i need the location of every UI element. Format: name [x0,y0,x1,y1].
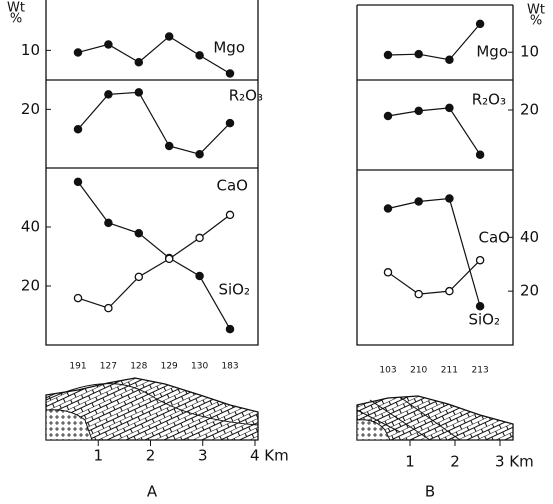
data-point [73,177,83,187]
series-line [387,107,481,156]
data-point [225,210,235,220]
data-point [104,40,113,49]
data-point [225,69,235,78]
y-tick-label: 10 [520,43,539,61]
series-label: CaO [217,177,248,195]
x-tick-label: 210 [410,366,427,376]
data-point [134,88,144,97]
data-point [73,293,83,303]
data-point [383,111,393,121]
data-point [475,255,485,265]
y-tick-label: 20 [520,282,539,300]
x-tick-label: 129 [161,362,178,372]
series-label: R₂O₃ [472,91,506,109]
data-point [134,272,144,282]
data-point [164,32,174,41]
x-tick-label: 127 [100,362,117,372]
data-point [383,50,393,60]
frames [45,0,514,346]
data-point [164,141,174,151]
x-tick-label: 3 [198,447,208,465]
data-point [445,103,454,113]
data-point [414,197,423,206]
data-point [104,90,113,99]
unit-label: % [530,14,542,29]
series-label: Mgo [213,39,245,57]
data-point [475,301,485,311]
x-tick-label: 213 [472,366,489,376]
y-tick-label: 20 [21,277,40,295]
data-point [445,55,454,64]
x-tick-label: 1 [93,447,103,465]
data-point [195,233,204,243]
series-line [77,35,231,74]
data-point [225,324,235,334]
data-point [104,303,113,313]
panel-label: A [147,483,158,501]
series-line [77,214,231,309]
y-tick-label: 20 [21,100,40,118]
x-tick-label: 3 Km [495,453,534,471]
x-tick-label: 191 [69,362,86,372]
cross-section-b [356,395,514,441]
x-tick-label: 103 [379,366,396,376]
panel-label: B [425,483,435,501]
data-point [195,271,204,281]
series-label: SiO₂ [218,281,250,299]
data-point [104,218,113,228]
x-tick-label: 2 [146,447,156,465]
unit-label: Wt [527,3,545,18]
data-point [195,51,204,60]
series-line [387,259,481,295]
data-point [134,228,144,238]
y-tick-label: 40 [21,218,40,236]
data-point [475,150,485,159]
x-tick-label: 1 [405,453,415,471]
data-point [73,48,83,57]
data-point [414,49,423,59]
x-tick-label: 130 [191,362,208,372]
data-point [164,254,174,264]
unit-label: Wt [7,1,25,16]
x-tick-label: 2 [450,453,460,471]
unit-label: % [10,12,22,27]
x-tick-label: 4 Km [250,447,289,465]
series-label: SiO₂ [468,311,500,329]
data-point [225,118,235,128]
y-tick-label: 20 [520,101,539,119]
series-label: CaO [479,229,510,247]
data-point [383,204,393,213]
series-label: Mgo [476,43,508,61]
x-tick-label: 128 [130,362,147,372]
x-tick-label: 183 [221,362,238,372]
data-point [414,106,423,116]
data-point [195,149,204,159]
y-tick-label: 10 [21,41,40,59]
data-point [134,57,144,67]
data-point [73,125,83,134]
x-tick-label: 211 [441,366,458,376]
data-point [445,286,454,296]
series-line [77,181,231,330]
data-point [445,194,454,203]
series-label: R₂O₃ [229,87,263,105]
cross-section-a [45,377,259,441]
y-tick-label: 40 [520,228,539,246]
series-line [77,91,231,155]
data-point [475,19,485,29]
data-point [383,268,393,277]
series-line [387,197,481,307]
data-point [414,289,423,299]
series-line [387,23,481,61]
